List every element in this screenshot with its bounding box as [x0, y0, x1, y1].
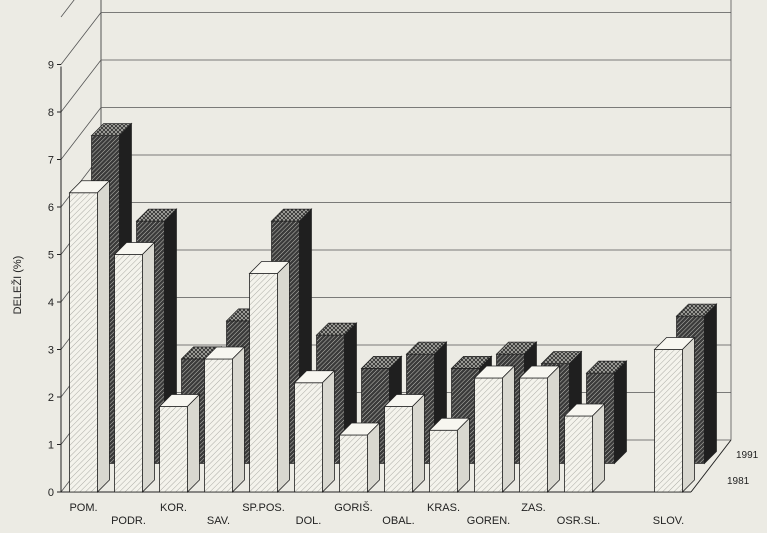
bar-1981 [68, 179, 111, 493]
bar-1981-front [564, 415, 593, 493]
bar-1991-side [614, 360, 627, 465]
series-label-1981: 1981 [727, 476, 750, 487]
bar-1981-front [384, 406, 413, 493]
y-tick-label: 9 [48, 60, 54, 72]
x-tick-label: OSR.SL. [557, 515, 600, 527]
bar-1981-front [249, 273, 278, 493]
y-tick-label: 8 [48, 107, 54, 119]
x-tick-label: GORIŠ. [334, 501, 373, 514]
bar-1981-side [142, 241, 155, 493]
bar-1981-front [294, 382, 323, 493]
y-tick-label: 0 [48, 487, 54, 499]
side-gridline [60, 107, 102, 160]
side-gridline [60, 59, 102, 113]
bar-1981-front [159, 406, 188, 493]
bar-1981-side [232, 346, 245, 493]
bar-1981-side [97, 179, 110, 493]
bar-1981 [158, 393, 201, 493]
y-axis-label: DELEŽI (%) [11, 256, 24, 315]
y-tick-label: 5 [48, 250, 54, 262]
bar-1981-side [412, 393, 425, 493]
x-tick-label: SLOV. [653, 515, 684, 527]
bar-1981-side [592, 403, 605, 493]
bar-1981-side [367, 422, 380, 493]
bar-1981 [563, 403, 606, 493]
side-gridline [60, 12, 102, 65]
y-tick-label: 2 [48, 392, 54, 404]
bar-1981-side [277, 260, 290, 493]
x-tick-label: ZAS. [521, 502, 545, 514]
bar-1981 [383, 393, 426, 493]
bar-1991-side [704, 303, 717, 465]
side-gridline [60, 0, 75, 18]
x-tick-label: KRAS. [427, 502, 460, 514]
bar-1981-front [339, 434, 368, 493]
bar-1981 [473, 365, 516, 493]
bar-1981 [113, 241, 156, 493]
y-tick-label: 3 [48, 345, 54, 357]
x-tick-label: KOR. [160, 502, 187, 514]
bar-1981-front [429, 429, 458, 493]
bar-1981-side [187, 393, 200, 493]
x-tick-label: POM. [69, 502, 97, 514]
bar-1981 [203, 346, 246, 493]
bar-1981-side [457, 417, 470, 493]
bar-1981-side [502, 365, 515, 493]
bar-1981-front [114, 254, 143, 493]
y-tick-label: 4 [48, 297, 54, 309]
bar-1981 [428, 417, 471, 493]
bar-layer [68, 122, 718, 493]
bar-1981 [653, 336, 696, 493]
floor-right-edge [690, 439, 732, 493]
bar-1981 [518, 365, 561, 493]
x-tick-label: DOL. [296, 515, 322, 527]
y-tick-label: 1 [48, 440, 54, 452]
bar-1981-front [69, 192, 98, 493]
bar-1981-front [654, 349, 683, 493]
bar-1981 [338, 422, 381, 493]
bar-1981 [293, 369, 336, 493]
label-layer: 0 1 2 3 4 5 6 7 8 9 POM. PODR. KOR. SAV. SP.POS. DOL. GO… [48, 60, 759, 528]
x-tick-label: SAV. [207, 515, 230, 527]
bar-1981-side [547, 365, 560, 493]
y-tick-label: 7 [48, 155, 54, 167]
x-tick-label: SP.POS. [242, 502, 285, 514]
bar-1981-side [682, 336, 695, 493]
x-tick-label: PODR. [111, 515, 146, 527]
series-label-1991: 1991 [736, 450, 759, 461]
bar-1981-front [204, 358, 233, 493]
y-tick-label: 6 [48, 202, 54, 214]
x-tick-label: OBAL. [382, 515, 414, 527]
bar-1981-front [519, 377, 548, 493]
x-tick-label: GOREN. [467, 515, 510, 527]
bar-1981 [248, 260, 291, 493]
bar-1981-front [474, 377, 503, 493]
bar-1981-side [322, 369, 335, 493]
